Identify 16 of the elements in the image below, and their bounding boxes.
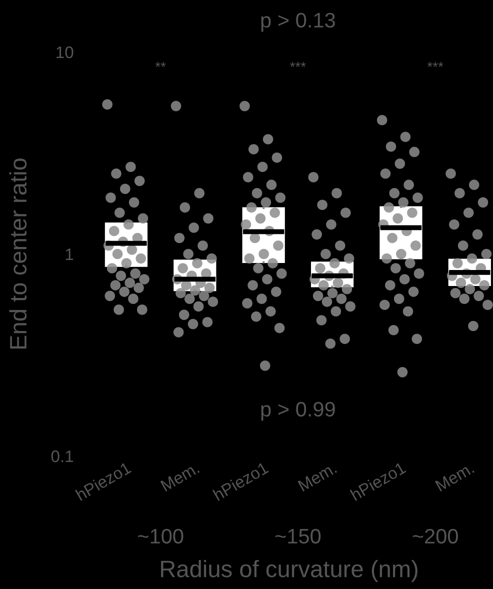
annotation: *** — [290, 62, 306, 67]
y-axis-title: End to center ratio — [9, 158, 27, 349]
annotation: *** — [427, 62, 444, 67]
x-tick-label: Mem. — [435, 462, 474, 492]
text: ~150 — [275, 528, 321, 544]
y-tick-label: 0.1 — [51, 450, 74, 462]
text: ~100 — [138, 528, 184, 544]
x-tick-label: Mem. — [298, 462, 338, 492]
y-tick-label: 10 — [56, 46, 74, 58]
text: ~200 — [412, 528, 458, 544]
x-axis-title: Radius of curvature (nm) — [161, 560, 418, 582]
y-tick-label: 1 — [66, 248, 74, 260]
text: p > 0.13 — [261, 12, 335, 32]
annotation: p > 0.99 — [261, 402, 335, 421]
annotation: ** — [155, 62, 166, 67]
x-tick-label: Mem. — [160, 462, 200, 492]
